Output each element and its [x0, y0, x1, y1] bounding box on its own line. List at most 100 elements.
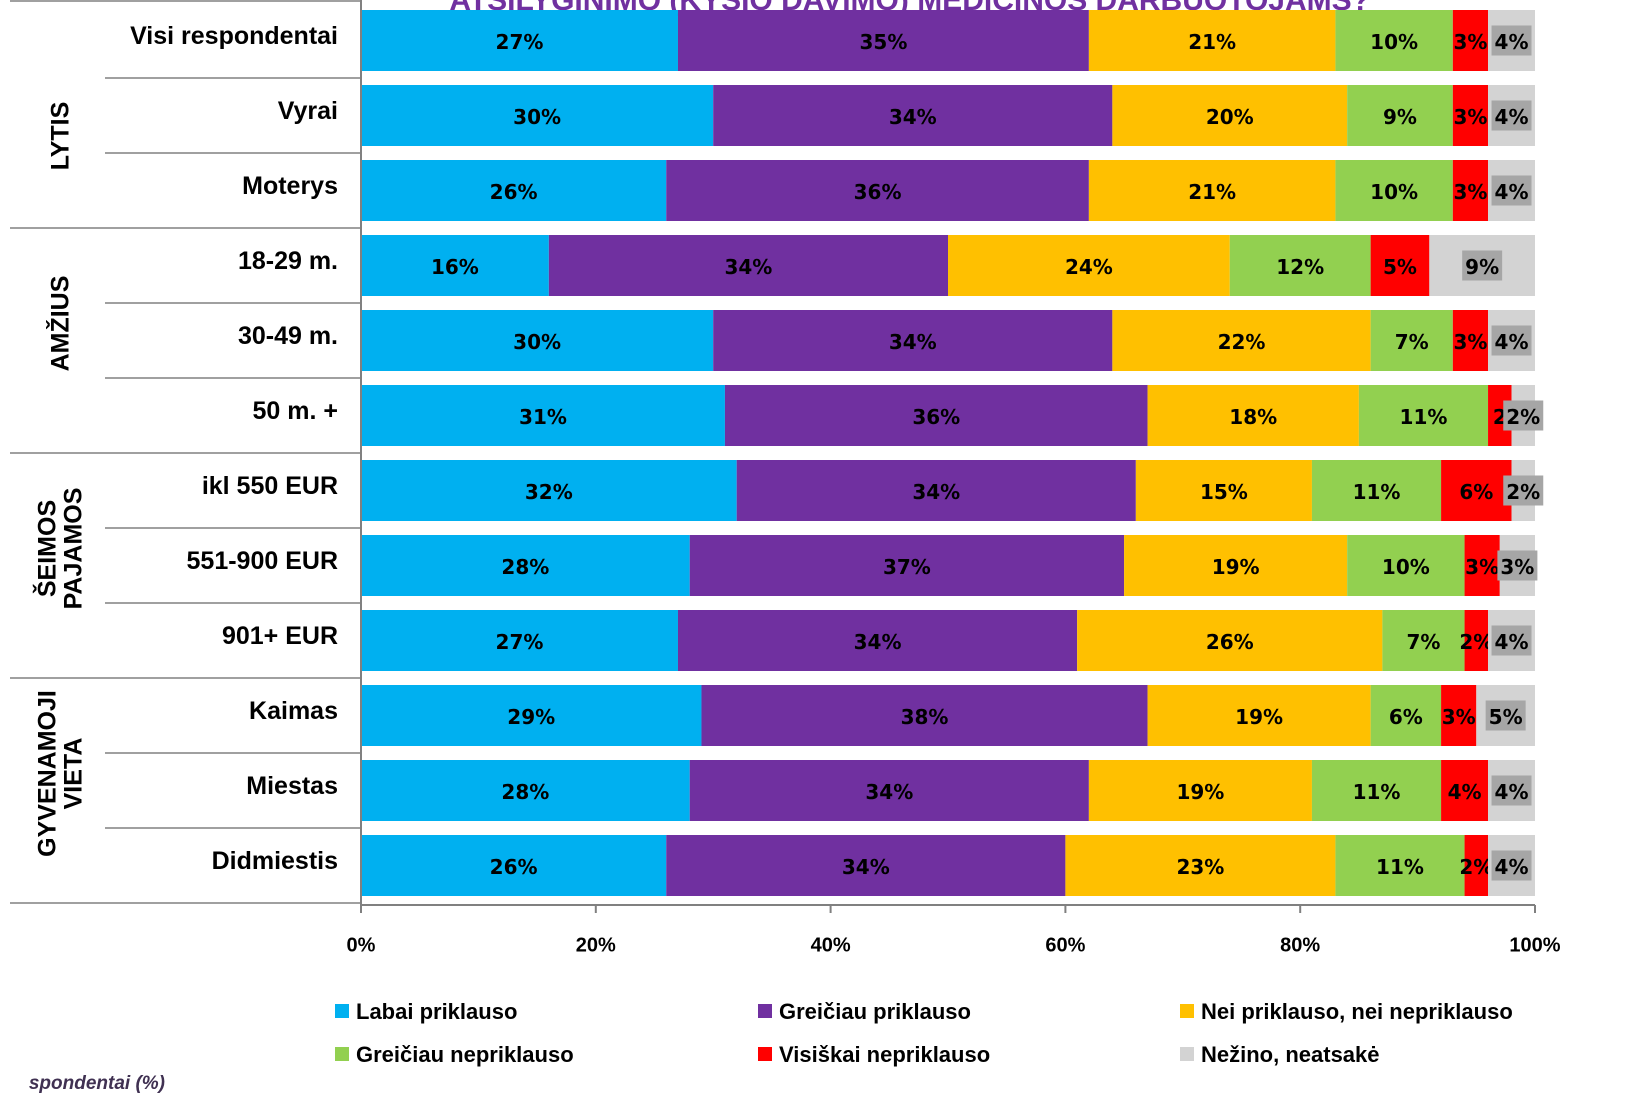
value-label: 27%	[496, 630, 544, 654]
bar-segment	[1229, 235, 1371, 296]
category-label: Kaimas	[249, 697, 338, 725]
value-label: 21%	[1188, 30, 1236, 54]
bar-segment	[666, 835, 1066, 896]
bar-segment	[361, 535, 690, 596]
label-background	[1491, 850, 1532, 881]
x-tick-label: 0%	[347, 934, 376, 956]
group-label: LYTIS	[47, 102, 75, 171]
value-label: 30%	[513, 330, 561, 354]
bar-segment	[1088, 760, 1312, 821]
group-label: VIETA	[60, 738, 88, 810]
category-label: Miestas	[246, 772, 338, 800]
bar-segment	[1112, 310, 1371, 371]
value-label: 15%	[1200, 480, 1248, 504]
category-label: 18-29 m.	[238, 247, 338, 275]
legend-label: Visiškai nepriklauso	[779, 1042, 990, 1067]
value-label: 36%	[854, 180, 902, 204]
category-label: Visi respondentai	[130, 22, 338, 50]
label-background	[1491, 175, 1532, 206]
value-label: 34%	[854, 630, 902, 654]
legend-swatch	[335, 1004, 349, 1018]
value-label: 26%	[490, 855, 538, 879]
value-label: 2%	[1506, 405, 1540, 429]
bar-segment	[1452, 310, 1489, 371]
value-label: 11%	[1400, 405, 1448, 429]
value-label: 4%	[1495, 180, 1529, 204]
category-label: 30-49 m.	[238, 322, 338, 350]
value-label: 10%	[1382, 555, 1430, 579]
x-tick-label: 60%	[1045, 934, 1085, 956]
value-label: 3%	[1453, 180, 1487, 204]
value-label: 34%	[842, 855, 890, 879]
legend-swatch	[1180, 1004, 1194, 1018]
value-label: 5%	[1489, 705, 1523, 729]
value-label: 9%	[1465, 255, 1499, 279]
legend-swatch	[1180, 1047, 1194, 1061]
value-label: 38%	[901, 705, 949, 729]
bar-segment	[361, 85, 714, 146]
value-label: 2%	[1459, 630, 1493, 654]
bar-segment	[1311, 760, 1442, 821]
legend-label: Labai priklauso	[356, 999, 517, 1024]
value-label: 2%	[1459, 855, 1493, 879]
value-label: 34%	[865, 780, 913, 804]
bar-segment	[1147, 385, 1359, 446]
value-label: 4%	[1495, 630, 1529, 654]
bar-segment	[1347, 85, 1453, 146]
bar-segment	[1147, 685, 1371, 746]
value-label: 27%	[496, 30, 544, 54]
category-label: 50 m. +	[253, 397, 338, 425]
value-label: 19%	[1212, 555, 1260, 579]
value-label: 10%	[1370, 30, 1418, 54]
value-label: 6%	[1459, 480, 1493, 504]
bar-segment	[689, 760, 1089, 821]
bar-segment	[1382, 610, 1465, 671]
bar-segment	[361, 610, 678, 671]
category-label: Vyrai	[278, 97, 338, 125]
value-label: 4%	[1495, 30, 1529, 54]
bar-segment	[724, 385, 1148, 446]
value-label: 10%	[1370, 180, 1418, 204]
group-label: AMŽIUS	[45, 276, 75, 372]
value-label: 31%	[519, 405, 567, 429]
label-background	[1491, 775, 1532, 806]
bar-segment	[361, 235, 549, 296]
bar-segment	[1452, 160, 1489, 221]
bar-segment	[1311, 460, 1442, 521]
category-label: Didmiestis	[212, 847, 338, 875]
bar-segment	[948, 235, 1230, 296]
x-tick-label: 20%	[576, 934, 616, 956]
value-label: 19%	[1176, 780, 1224, 804]
value-label: 3%	[1500, 555, 1534, 579]
bar-segment	[361, 835, 667, 896]
category-label: 551-900 EUR	[187, 547, 338, 575]
value-label: 16%	[431, 255, 479, 279]
label-background	[1503, 475, 1544, 506]
value-label: 9%	[1383, 105, 1417, 129]
legend-label: Greičiau nepriklauso	[356, 1042, 574, 1067]
value-label: 28%	[501, 555, 549, 579]
value-label: 36%	[912, 405, 960, 429]
bar-segment	[1347, 535, 1465, 596]
value-label: 11%	[1376, 855, 1424, 879]
bar-segment	[713, 85, 1113, 146]
bar-segment	[1112, 85, 1348, 146]
value-label: 3%	[1442, 705, 1476, 729]
bar-segment	[361, 760, 690, 821]
bar-segment	[1452, 10, 1489, 71]
legend-swatch	[758, 1004, 772, 1018]
value-label: 4%	[1495, 105, 1529, 129]
value-label: 28%	[501, 780, 549, 804]
bar-segment	[689, 535, 1125, 596]
label-background	[1491, 325, 1532, 356]
bar-segment	[361, 385, 725, 446]
bar-segment	[361, 160, 667, 221]
legend-label: Nežino, neatsakė	[1201, 1042, 1380, 1067]
value-label: 32%	[525, 480, 573, 504]
value-label: 37%	[883, 555, 931, 579]
bar-segment	[1135, 460, 1312, 521]
group-label: ŠEIMOS	[32, 500, 62, 597]
bar-segment	[1088, 160, 1336, 221]
value-label: 22%	[1218, 330, 1266, 354]
